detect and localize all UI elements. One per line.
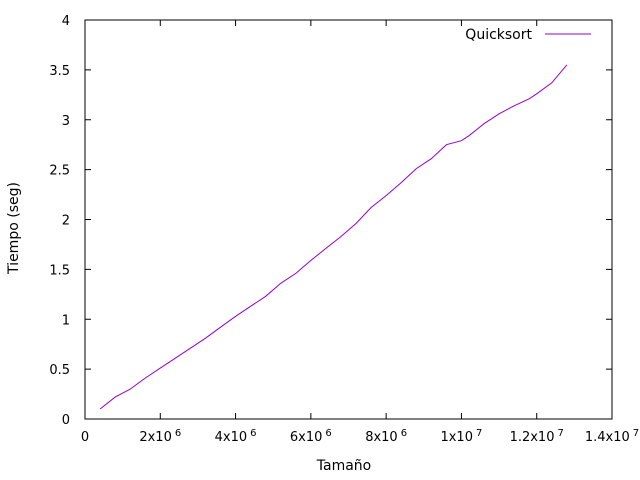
x-tick-label-5: 1x10 7 <box>440 428 482 445</box>
y-axis-ticks: 0 0.5 1 1.5 2 2.5 3 3.5 4 <box>49 14 612 428</box>
y-tick-label-6: 3 <box>62 114 70 129</box>
x-axis-title: Tamaño <box>316 458 371 474</box>
y-tick-label-3: 1.5 <box>49 263 70 278</box>
y-tick-label-7: 3.5 <box>49 64 70 79</box>
series-layer <box>99 64 568 410</box>
series-line-quicksort <box>99 64 568 410</box>
x-tick-label-6: 1.2x10 7 <box>510 428 564 445</box>
x-axis-ticks: 0 2x10 6 4x10 6 6x10 6 8x10 6 1x10 7 1.2x10 7 1.4x10 7 <box>81 20 639 445</box>
y-tick-label-1: 0.5 <box>49 363 70 378</box>
y-tick-label-5: 2.5 <box>49 164 70 179</box>
y-axis-title: Tiempo (seg) <box>6 182 22 275</box>
x-tick-label-0: 0 <box>81 430 89 445</box>
y-tick-label-0: 0 <box>62 413 70 428</box>
y-tick-label-2: 1 <box>62 313 70 328</box>
x-tick-label-2: 4x10 6 <box>215 428 257 445</box>
legend: Quicksort <box>465 27 591 43</box>
x-tick-label-1: 2x10 6 <box>139 428 181 445</box>
x-tick-label-7: 1.4x10 7 <box>585 428 639 445</box>
y-tick-label-8: 4 <box>62 14 70 29</box>
plot-frame <box>84 19 613 420</box>
x-tick-label-4: 8x10 6 <box>365 428 407 445</box>
y-tick-label-4: 2 <box>62 214 70 229</box>
x-tick-label-3: 6x10 6 <box>290 428 332 445</box>
legend-label-quicksort: Quicksort <box>465 27 532 43</box>
